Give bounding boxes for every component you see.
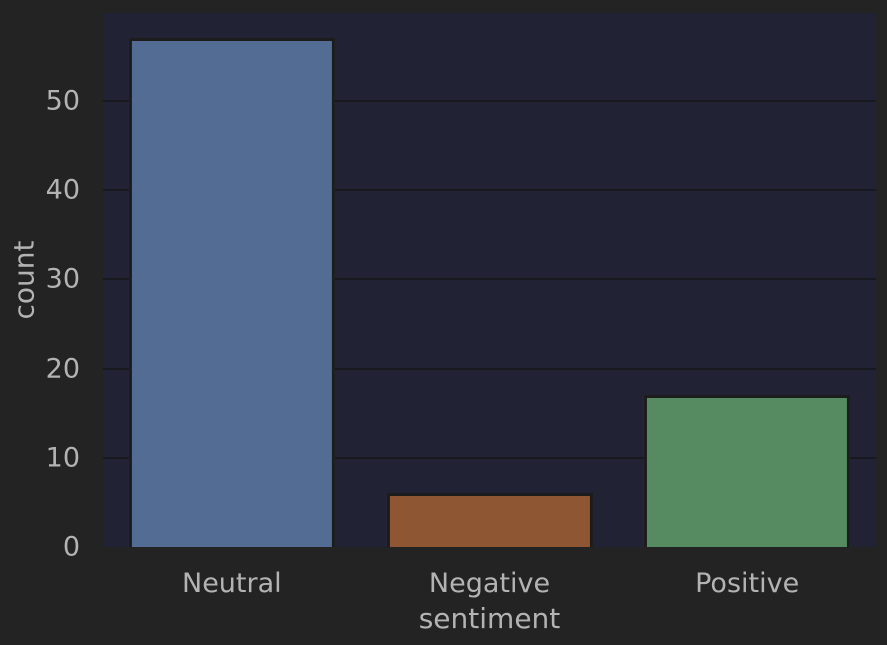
gridline-y-30 bbox=[103, 278, 876, 281]
y-axis-tick-labels: 0 10 20 30 40 50 bbox=[0, 13, 80, 560]
y-axis-title-text: count bbox=[7, 240, 40, 320]
x-axis-title: sentiment bbox=[418, 602, 561, 635]
y-tick-label-20: 20 bbox=[45, 353, 80, 385]
x-axis-tick-labels: Neutral Negative Positive bbox=[103, 570, 876, 600]
x-tick-label-neutral: Neutral bbox=[182, 568, 282, 599]
y-tick-label-30: 30 bbox=[45, 263, 80, 295]
plot-area bbox=[103, 13, 876, 547]
bar-neutral bbox=[128, 38, 335, 547]
gridline-y-10 bbox=[103, 456, 876, 459]
x-tick-label-negative: Negative bbox=[428, 568, 551, 599]
y-tick-label-40: 40 bbox=[45, 174, 80, 206]
y-axis-title: count bbox=[0, 13, 48, 547]
gridline-y-20 bbox=[103, 367, 876, 370]
y-tick-label-10: 10 bbox=[45, 442, 80, 474]
y-tick-label-50: 50 bbox=[45, 85, 80, 117]
bar-positive bbox=[644, 395, 851, 547]
gridline-y-40 bbox=[103, 189, 876, 192]
gridline-y-50 bbox=[103, 99, 876, 102]
x-tick-label-positive: Positive bbox=[695, 568, 800, 599]
bar-negative bbox=[386, 493, 593, 547]
y-tick-label-0: 0 bbox=[62, 531, 80, 563]
